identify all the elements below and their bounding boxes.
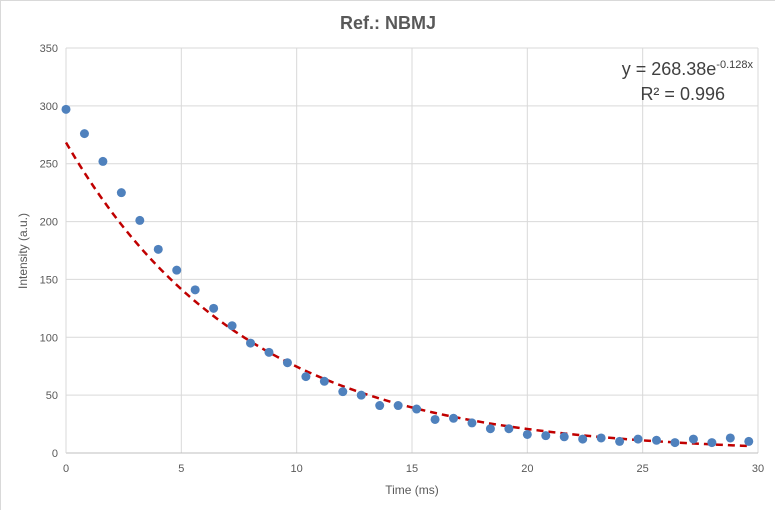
data-point (633, 434, 643, 444)
y-tick-label: 0 (52, 448, 58, 460)
data-point (504, 424, 514, 434)
data-point (615, 436, 625, 446)
data-point (559, 432, 569, 442)
data-point (135, 215, 145, 225)
x-tick-label: 25 (637, 463, 649, 475)
data-point (153, 244, 163, 254)
y-tick-label: 100 (40, 332, 58, 344)
trendline-equation-base: y = 268.38e (622, 59, 717, 79)
data-point (430, 414, 440, 424)
data-point (652, 435, 662, 445)
data-point (282, 358, 292, 368)
data-point (485, 424, 495, 434)
data-point (670, 438, 680, 448)
data-point (116, 188, 126, 198)
data-point (264, 347, 274, 357)
x-tick-label: 10 (291, 463, 303, 475)
data-point (172, 265, 182, 275)
trendline-equation-exponent: -0.128x (716, 59, 753, 71)
gridlines (66, 47, 759, 453)
data-point (744, 436, 754, 446)
data-point (98, 156, 108, 166)
trendline-equation: y = 268.38e-0.128x (622, 59, 754, 79)
data-point (338, 387, 348, 397)
y-tick-label: 300 (40, 101, 58, 113)
data-point (209, 303, 219, 313)
y-tick-label: 200 (40, 217, 58, 229)
data-point (449, 413, 459, 423)
data-point (190, 285, 200, 295)
y-tick-label: 250 (40, 159, 58, 171)
axes: 0 50 100 150 200 250 300 350 0 5 10 15 20 25 30 (40, 43, 764, 475)
data-point (725, 433, 735, 443)
data-point (301, 372, 311, 382)
y-tick-label: 350 (40, 43, 58, 55)
y-tick-label: 50 (46, 390, 58, 402)
data-points (61, 104, 754, 448)
chart-title: Ref.: NBMJ (340, 13, 436, 33)
data-point (319, 376, 329, 386)
data-point (393, 401, 403, 411)
data-point (522, 429, 532, 439)
x-tick-label: 5 (178, 463, 184, 475)
data-point (227, 321, 237, 331)
data-point (61, 104, 71, 114)
data-point (467, 418, 477, 428)
y-axis-title: Intensity (a.u.) (16, 213, 30, 289)
data-point (79, 129, 89, 139)
x-tick-label: 0 (63, 463, 69, 475)
data-point (578, 434, 588, 444)
data-point (541, 431, 551, 441)
trendline-r-squared: R² = 0.996 (640, 84, 725, 104)
y-tick-label: 150 (40, 274, 58, 286)
x-tick-label: 20 (521, 463, 533, 475)
data-point (688, 434, 698, 444)
data-point (375, 401, 385, 411)
x-axis-title: Time (ms) (385, 483, 439, 497)
x-tick-label: 30 (752, 463, 764, 475)
data-point (707, 438, 717, 448)
data-point (596, 433, 606, 443)
data-point (412, 404, 422, 414)
x-tick-label: 15 (406, 463, 418, 475)
data-point (246, 338, 256, 348)
data-point (356, 390, 366, 400)
